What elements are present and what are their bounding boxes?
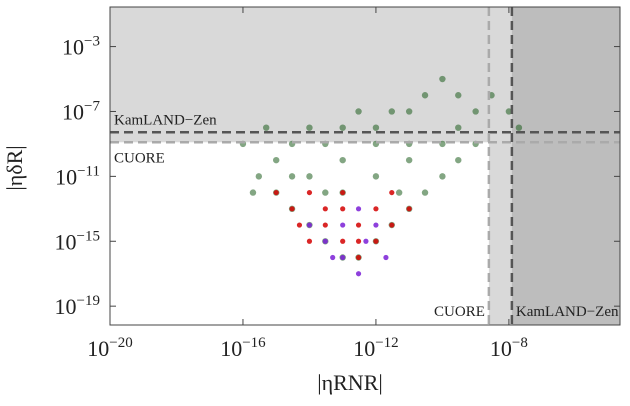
point [340,238,346,244]
point [389,189,395,196]
point [273,189,279,196]
point [455,124,462,131]
point [249,189,257,196]
x-axis-label: |ηRNR| [317,370,383,395]
point [339,124,346,131]
point [340,206,346,212]
x-tick-label: 10−8 [490,335,528,361]
point [372,173,380,180]
point [306,124,313,131]
point [373,206,379,212]
point [355,271,362,277]
point [395,189,403,196]
y-tick-label: 10−15 [55,228,100,254]
point [455,156,462,164]
point [339,156,346,164]
point [373,238,379,244]
point [322,206,328,212]
y-tick-label: 10−3 [62,34,100,60]
point [373,222,379,228]
limit-label: CUORE [114,150,165,166]
point [273,156,280,164]
point [439,75,446,83]
point [322,238,328,244]
point [306,173,313,180]
point [439,173,446,180]
point [355,108,362,115]
y-tick-label: 10−11 [55,163,100,189]
point [505,108,513,115]
point [406,206,412,212]
point [296,222,303,228]
point [289,206,295,212]
point [355,238,362,244]
y-axis-label: |ηδR| [2,145,27,190]
point [306,189,313,196]
limit-label: KamLAND−Zen [516,304,619,320]
point [340,189,346,196]
point [340,222,346,228]
excluded-region-strong [511,7,620,325]
plot-area: KamLAND−Zen CUORE CUORE KamLAND−Zen 10−20 10−… [55,6,621,361]
point [355,222,362,228]
point [383,254,389,261]
point [405,108,413,115]
y-tick-label: 10−19 [55,293,100,319]
point [262,124,270,131]
y-tick-label: 10−7 [62,98,100,124]
point [255,173,263,180]
x-tick-label: 10−12 [353,335,398,361]
point [322,189,329,196]
limit-label: KamLAND−Zen [114,112,217,128]
point [363,238,369,244]
point [340,254,346,261]
x-tick-label: 10−20 [87,335,132,361]
plot-frame [109,6,621,326]
limit-label: CUORE [434,304,485,320]
point [306,238,313,244]
allowed-region [110,142,489,325]
point [306,222,313,228]
point [421,92,429,99]
point [355,254,362,261]
point [421,189,429,196]
x-tick-label: 10−16 [220,335,266,361]
point [472,108,479,115]
point [372,124,380,131]
point [388,108,395,115]
point [288,173,296,180]
point [389,222,395,228]
point [355,206,362,212]
point [330,254,336,261]
point [405,156,413,164]
point [455,92,462,99]
point [322,222,328,228]
point [515,124,523,131]
